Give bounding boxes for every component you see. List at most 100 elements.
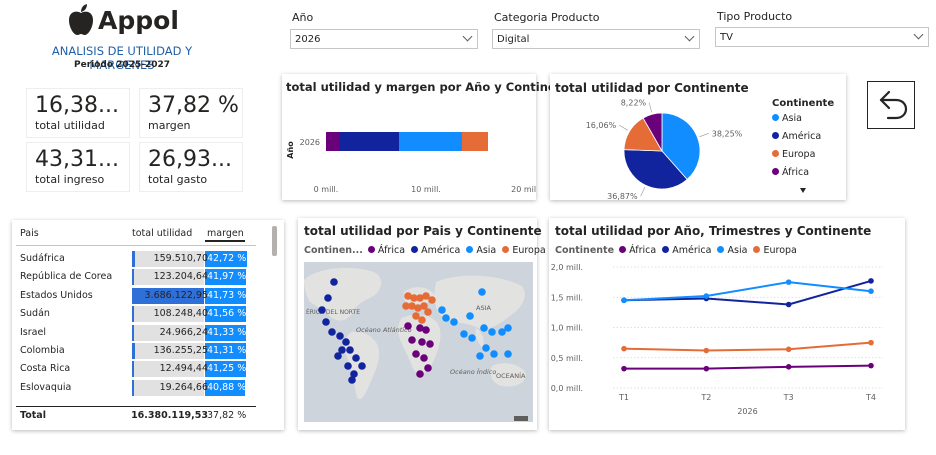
map-marker-asia[interactable] bbox=[498, 328, 506, 336]
world-map[interactable]: ÉRICA DEL NORTE Océano Atlántico ASIA Oc… bbox=[304, 262, 533, 422]
series-point[interactable] bbox=[703, 365, 710, 372]
map-marker-asia[interactable] bbox=[466, 312, 474, 320]
table-row[interactable]: República de Corea 123.204,64 41,97 % bbox=[12, 268, 270, 286]
series-line-1[interactable] bbox=[623, 279, 872, 306]
map-marker-europa[interactable] bbox=[416, 294, 424, 302]
series-line-3[interactable] bbox=[623, 341, 872, 352]
pie-legend-item[interactable]: Asia bbox=[772, 113, 821, 131]
map-marker-africa[interactable] bbox=[416, 324, 424, 332]
series-point[interactable] bbox=[703, 347, 710, 354]
map-marker-europa[interactable] bbox=[414, 304, 422, 312]
pie-legend-item[interactable]: África bbox=[772, 167, 821, 185]
series-line-2[interactable] bbox=[623, 281, 872, 302]
map-marker-asia[interactable] bbox=[488, 328, 496, 336]
map-marker-asia[interactable] bbox=[504, 350, 512, 358]
map-marker-america[interactable] bbox=[342, 338, 350, 346]
map-visual[interactable]: total utilidad por Pais y Continente Con… bbox=[298, 218, 546, 430]
map-marker-america[interactable] bbox=[344, 362, 352, 370]
map-marker-asia[interactable] bbox=[480, 324, 488, 332]
pie-legend-item[interactable]: América bbox=[772, 131, 821, 149]
map-marker-europa[interactable] bbox=[420, 302, 428, 310]
map-marker-america[interactable] bbox=[352, 354, 360, 362]
map-marker-america[interactable] bbox=[330, 278, 338, 286]
map-marker-america[interactable] bbox=[322, 318, 330, 326]
map-marker-asia[interactable] bbox=[442, 314, 450, 322]
series-point[interactable] bbox=[785, 301, 792, 308]
map-marker-america[interactable] bbox=[358, 362, 366, 370]
pie-slice-3[interactable] bbox=[642, 112, 663, 153]
column-header-margen[interactable]: margen bbox=[207, 228, 244, 239]
column-header-pais[interactable]: Pais bbox=[20, 228, 39, 239]
map-marker-america[interactable] bbox=[350, 370, 358, 378]
pie-legend-item[interactable]: Europa bbox=[772, 149, 821, 167]
map-marker-asia[interactable] bbox=[504, 324, 512, 332]
pie-slice-0[interactable] bbox=[661, 112, 701, 181]
column-header-utilidad[interactable]: total utilidad bbox=[132, 228, 193, 239]
table-row[interactable]: Estados Unidos 3.686.122,95 41,73 % bbox=[12, 287, 270, 305]
map-marker-asia[interactable] bbox=[482, 344, 490, 352]
map-marker-europa[interactable] bbox=[408, 302, 416, 310]
series-point[interactable] bbox=[621, 297, 627, 304]
map-marker-europa[interactable] bbox=[424, 308, 432, 316]
table-row[interactable]: Sudáfrica 159.510,70 42,72 % bbox=[12, 250, 270, 268]
table-row[interactable]: Costa Rica 12.494,44 41,25 % bbox=[12, 360, 270, 378]
table-row[interactable]: Eslovaquia 19.264,66 40,88 % bbox=[12, 379, 270, 397]
back-button[interactable] bbox=[867, 81, 915, 129]
series-point[interactable] bbox=[785, 279, 792, 285]
map-marker-europa[interactable] bbox=[404, 292, 412, 300]
map-marker-africa[interactable] bbox=[416, 370, 424, 378]
series-point[interactable] bbox=[868, 288, 874, 294]
map-marker-america[interactable] bbox=[324, 294, 332, 302]
pie-chart-visual[interactable]: total utilidad por Continente 38,25% 36,8… bbox=[550, 74, 846, 200]
map-marker-asia[interactable] bbox=[438, 306, 446, 314]
legend-scroll-down-icon[interactable] bbox=[800, 188, 806, 193]
series-point[interactable] bbox=[868, 339, 874, 346]
series-point[interactable] bbox=[785, 346, 792, 353]
slicer-dropdown-tipo[interactable]: TV bbox=[715, 27, 929, 47]
map-marker-america[interactable] bbox=[336, 332, 344, 340]
table-row[interactable]: Israel 24.966,24 41,33 % bbox=[12, 324, 270, 342]
series-line-0[interactable] bbox=[624, 364, 872, 370]
map-marker-africa[interactable] bbox=[420, 354, 428, 362]
map-marker-europa[interactable] bbox=[402, 302, 410, 310]
series-point[interactable] bbox=[621, 365, 627, 372]
table-row[interactable]: Colombia 136.255,25 41,31 % bbox=[12, 342, 270, 360]
bar-segment-0[interactable] bbox=[326, 132, 339, 151]
map-marker-america[interactable] bbox=[346, 346, 354, 354]
map-marker-asia[interactable] bbox=[460, 330, 468, 338]
map-marker-africa[interactable] bbox=[422, 326, 430, 334]
map-marker-africa[interactable] bbox=[426, 340, 434, 348]
bar-chart-visual[interactable]: total utilidad y margen por Año y Contin… bbox=[282, 74, 577, 200]
series-point[interactable] bbox=[868, 278, 874, 284]
map-marker-asia[interactable] bbox=[468, 334, 476, 342]
map-marker-america[interactable] bbox=[318, 306, 326, 314]
map-marker-asia[interactable] bbox=[476, 352, 484, 360]
slicer-dropdown-categoria[interactable]: Digital bbox=[492, 29, 700, 49]
pie-slice-1[interactable] bbox=[623, 149, 688, 190]
map-marker-america[interactable] bbox=[334, 352, 342, 360]
map-marker-america[interactable] bbox=[328, 328, 336, 336]
slicer-dropdown-ano[interactable]: 2026 bbox=[290, 29, 478, 49]
map-marker-asia[interactable] bbox=[450, 318, 458, 326]
bar-segment-3[interactable] bbox=[462, 132, 488, 151]
map-marker-america[interactable] bbox=[338, 346, 346, 354]
bar-segment-2[interactable] bbox=[399, 132, 462, 151]
map-marker-africa[interactable] bbox=[408, 336, 416, 344]
map-marker-africa[interactable] bbox=[404, 322, 412, 330]
map-marker-africa[interactable] bbox=[418, 338, 426, 346]
map-marker-africa[interactable] bbox=[412, 350, 420, 358]
series-point[interactable] bbox=[785, 364, 792, 370]
map-marker-africa[interactable] bbox=[424, 364, 432, 372]
table-row[interactable]: Sudán 108.248,40 41,56 % bbox=[12, 305, 270, 323]
map-marker-europa[interactable] bbox=[410, 294, 418, 302]
bar-segment-1[interactable] bbox=[339, 132, 399, 151]
map-marker-america[interactable] bbox=[348, 376, 356, 384]
map-marker-asia[interactable] bbox=[478, 288, 486, 296]
map-marker-europa[interactable] bbox=[418, 316, 426, 324]
map-marker-asia[interactable] bbox=[490, 350, 498, 358]
map-marker-europa[interactable] bbox=[422, 292, 430, 300]
table-scrollbar[interactable] bbox=[272, 226, 277, 256]
series-point[interactable] bbox=[621, 345, 627, 352]
line-chart-visual[interactable]: total utilidad por Año, Trimestres y Con… bbox=[549, 218, 905, 430]
map-marker-europa[interactable] bbox=[428, 296, 436, 304]
